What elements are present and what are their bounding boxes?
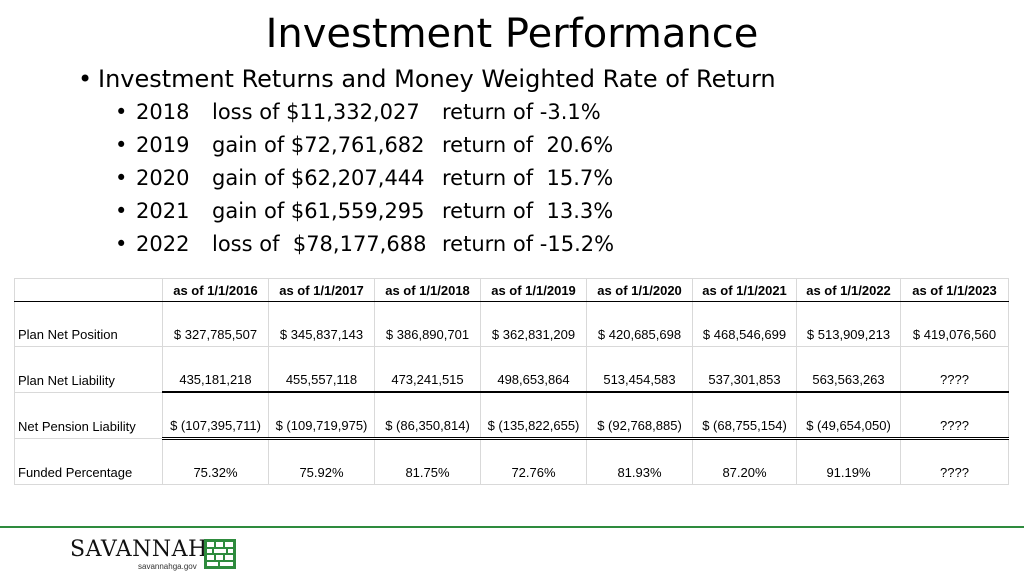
table-cell: 72.76% bbox=[480, 438, 587, 485]
table-cell: 75.92% bbox=[268, 438, 375, 485]
row-label: Net Pension Liability bbox=[14, 391, 163, 439]
return-amount: loss of $11,332,027 bbox=[212, 100, 420, 124]
table-cell: ???? bbox=[900, 346, 1009, 393]
return-rate: return of 15.7% bbox=[442, 166, 614, 190]
table-row-plan-net-position: Plan Net Position $ 327,785,507 $ 345,83… bbox=[14, 301, 1009, 347]
row-label: Funded Percentage bbox=[14, 438, 163, 485]
bullet-list: Investment Returns and Money Weighted Ra… bbox=[78, 62, 776, 261]
table-row-net-pension-liability: Net Pension Liability $ (107,395,711) $ … bbox=[14, 391, 1009, 440]
table-cell: 75.32% bbox=[162, 438, 269, 485]
table-cell: 563,563,263 bbox=[796, 346, 901, 393]
table-header-cell: as of 1/1/2016 bbox=[162, 278, 269, 302]
table-cell: 473,241,515 bbox=[374, 346, 481, 393]
return-item-2022: 2022 loss of $78,177,688 return of -15.2% bbox=[78, 228, 776, 261]
table-cell: ???? bbox=[900, 391, 1009, 440]
table-cell: ???? bbox=[900, 438, 1009, 485]
table-cell: $ 513,909,213 bbox=[796, 301, 901, 347]
return-year: 2021 bbox=[136, 199, 190, 223]
return-item-2021: 2021 gain of $61,559,295 return of 13.3% bbox=[78, 195, 776, 228]
returns-list: 2018 loss of $11,332,027 return of -3.1% 2… bbox=[78, 96, 776, 261]
table-cell: 81.93% bbox=[586, 438, 693, 485]
table-cell: 91.19% bbox=[796, 438, 901, 485]
return-year: 2019 bbox=[136, 133, 190, 157]
table-cell: 513,454,583 bbox=[586, 346, 693, 393]
table-cell: 81.75% bbox=[374, 438, 481, 485]
return-amount: gain of $61,559,295 bbox=[212, 199, 425, 223]
table-header-cell: as of 1/1/2019 bbox=[480, 278, 587, 302]
table-cell: $ (68,755,154) bbox=[692, 391, 797, 440]
page-title: Investment Performance bbox=[265, 11, 759, 57]
table-header-cell: as of 1/1/2020 bbox=[586, 278, 693, 302]
return-amount: loss of $78,177,688 bbox=[212, 232, 427, 256]
return-amount: gain of $72,761,682 bbox=[212, 133, 425, 157]
table-cell: $ 419,076,560 bbox=[900, 301, 1009, 347]
table-header-cell: as of 1/1/2022 bbox=[796, 278, 901, 302]
table-cell: 435,181,218 bbox=[162, 346, 269, 393]
return-rate: return of 20.6% bbox=[442, 133, 614, 157]
return-rate: return of -3.1% bbox=[442, 100, 601, 124]
savannah-website: savannahga.gov bbox=[138, 562, 197, 571]
row-label: Plan Net Position bbox=[14, 301, 163, 347]
return-year: 2020 bbox=[136, 166, 190, 190]
table-cell: $ (49,654,050) bbox=[796, 391, 901, 440]
return-rate: return of 13.3% bbox=[442, 199, 614, 223]
table-row-plan-net-liability: Plan Net Liability 435,181,218 455,557,1… bbox=[14, 346, 1009, 393]
table-header-cell: as of 1/1/2021 bbox=[692, 278, 797, 302]
table-row-funded-percentage: Funded Percentage 75.32% 75.92% 81.75% 7… bbox=[14, 438, 1009, 485]
row-label: Plan Net Liability bbox=[14, 346, 163, 393]
table-cell: $ 362,831,209 bbox=[480, 301, 587, 347]
table-header-cell: as of 1/1/2018 bbox=[374, 278, 481, 302]
table-cell: $ (135,822,655) bbox=[480, 391, 587, 440]
table-header-blank bbox=[14, 278, 163, 302]
table-header-cell: as of 1/1/2023 bbox=[900, 278, 1009, 302]
footer-divider bbox=[0, 526, 1024, 528]
return-item-2018: 2018 loss of $11,332,027 return of -3.1% bbox=[78, 96, 776, 129]
table-cell: $ (92,768,885) bbox=[586, 391, 693, 440]
table-cell: 537,301,853 bbox=[692, 346, 797, 393]
table-header-row: as of 1/1/2016 as of 1/1/2017 as of 1/1/… bbox=[14, 278, 1009, 302]
table-cell: $ (109,719,975) bbox=[268, 391, 375, 440]
table-cell: 455,557,118 bbox=[268, 346, 375, 393]
main-bullet: Investment Returns and Money Weighted Ra… bbox=[78, 62, 776, 96]
main-bullet-text: Investment Returns and Money Weighted Ra… bbox=[98, 65, 776, 93]
table-cell: $ 345,837,143 bbox=[268, 301, 375, 347]
table-header-cell: as of 1/1/2017 bbox=[268, 278, 375, 302]
table-cell: $ (107,395,711) bbox=[162, 391, 269, 440]
return-item-2019: 2019 gain of $72,761,682 return of 20.6% bbox=[78, 129, 776, 162]
table-cell: $ 420,685,698 bbox=[586, 301, 693, 347]
table-cell: $ (86,350,814) bbox=[374, 391, 481, 440]
table-cell: 87.20% bbox=[692, 438, 797, 485]
table-cell: $ 386,890,701 bbox=[374, 301, 481, 347]
return-year: 2018 bbox=[136, 100, 190, 124]
savannah-grid-icon bbox=[204, 539, 236, 569]
return-year: 2022 bbox=[136, 232, 190, 256]
table-cell: $ 327,785,507 bbox=[162, 301, 269, 347]
savannah-logo-text: SAVANNAH bbox=[70, 537, 208, 562]
return-amount: gain of $62,207,444 bbox=[212, 166, 425, 190]
table-cell: 498,653,864 bbox=[480, 346, 587, 393]
return-rate: return of -15.2% bbox=[442, 232, 615, 256]
pension-table: as of 1/1/2016 as of 1/1/2017 as of 1/1/… bbox=[14, 278, 1009, 485]
return-item-2020: 2020 gain of $62,207,444 return of 15.7% bbox=[78, 162, 776, 195]
table-cell: $ 468,546,699 bbox=[692, 301, 797, 347]
